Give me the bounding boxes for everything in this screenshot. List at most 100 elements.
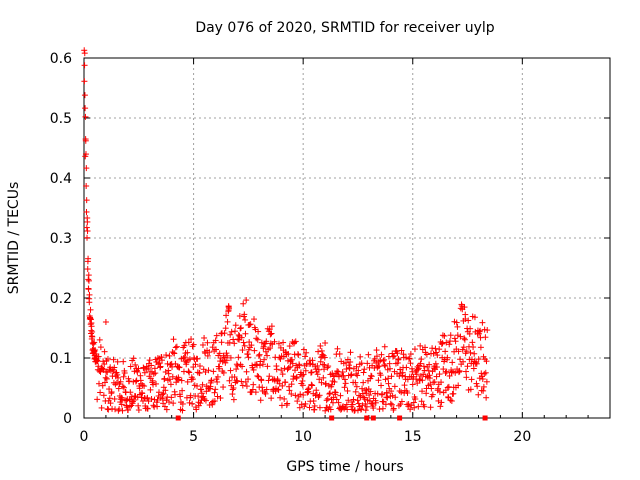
data-point [336, 350, 343, 357]
data-point [398, 389, 405, 396]
data-point [324, 395, 331, 402]
data-point [266, 373, 273, 380]
data-point [123, 404, 130, 411]
data-point [287, 363, 294, 370]
data-point [150, 402, 157, 409]
data-point [449, 359, 456, 366]
data-point [223, 312, 230, 319]
data-point [352, 379, 359, 386]
data-point [162, 387, 169, 394]
data-point [444, 354, 451, 361]
data-point [455, 382, 462, 389]
y-tick-label: 0.3 [50, 231, 72, 247]
data-point [284, 357, 291, 364]
data-point [377, 357, 384, 364]
data-point [373, 347, 380, 354]
data-point [412, 395, 419, 402]
data-point [135, 407, 142, 414]
data-point [254, 372, 261, 379]
data-point [170, 336, 177, 343]
data-point [118, 401, 125, 408]
data-point [409, 381, 416, 388]
zero-marker [364, 415, 370, 421]
data-point [423, 351, 430, 358]
data-point [82, 105, 89, 112]
data-point [127, 363, 134, 370]
data-point [411, 346, 418, 353]
data-point [139, 382, 146, 389]
data-point [92, 346, 99, 353]
data-point [144, 405, 151, 412]
data-point [82, 151, 89, 158]
data-point [284, 400, 291, 407]
data-point [116, 406, 123, 413]
data-point [470, 365, 477, 372]
data-point [422, 344, 429, 351]
data-point [333, 396, 340, 403]
data-point [385, 380, 392, 387]
data-point [471, 314, 478, 321]
data-point [255, 352, 262, 359]
data-point [172, 344, 179, 351]
data-point [84, 218, 91, 225]
zero-marker [370, 415, 376, 421]
data-point [388, 388, 395, 395]
data-point [436, 371, 443, 378]
data-point [363, 403, 370, 410]
data-point [259, 361, 266, 368]
data-point [365, 351, 372, 358]
data-point [177, 393, 184, 400]
data-point [285, 350, 292, 357]
x-tick-label: 10 [294, 429, 312, 445]
data-point [242, 316, 249, 323]
y-axis-label: SRMTID / TECUs [6, 182, 22, 295]
data-point [146, 357, 153, 364]
data-point [222, 359, 229, 366]
data-point [107, 400, 114, 407]
data-point [208, 377, 215, 384]
data-point [421, 403, 428, 410]
data-point [101, 361, 108, 368]
data-point [467, 325, 474, 332]
data-point [335, 399, 342, 406]
data-point [440, 366, 447, 373]
data-point [426, 375, 433, 382]
data-point [121, 370, 128, 377]
y-tick-label: 0 [63, 411, 72, 427]
data-point [212, 386, 219, 393]
data-point [432, 345, 439, 352]
data-point [415, 403, 422, 410]
data-point [150, 371, 157, 378]
data-point [261, 356, 268, 363]
data-point [161, 403, 168, 410]
data-point [331, 378, 338, 385]
data-point [426, 361, 433, 368]
data-point [224, 318, 231, 325]
data-point [326, 390, 333, 397]
data-point [96, 336, 103, 343]
data-point [94, 396, 101, 403]
data-point [476, 328, 483, 335]
data-point [231, 373, 238, 380]
data-point [117, 378, 124, 385]
data-point [217, 358, 224, 365]
data-point [212, 337, 219, 344]
data-point [113, 379, 120, 386]
data-point [373, 353, 380, 360]
data-point [226, 339, 233, 346]
data-point [248, 342, 255, 349]
data-point [279, 371, 286, 378]
data-point [218, 330, 225, 337]
data-point [303, 349, 310, 356]
data-point [379, 390, 386, 397]
data-point [141, 383, 148, 390]
data-point [227, 331, 234, 338]
y-tick-label: 0.4 [50, 171, 72, 187]
data-point [273, 366, 280, 373]
data-point [387, 365, 394, 372]
data-point [461, 304, 468, 311]
data-point [254, 336, 261, 343]
data-point [199, 381, 206, 388]
data-point [392, 394, 399, 401]
x-tick-label: 15 [404, 429, 422, 445]
